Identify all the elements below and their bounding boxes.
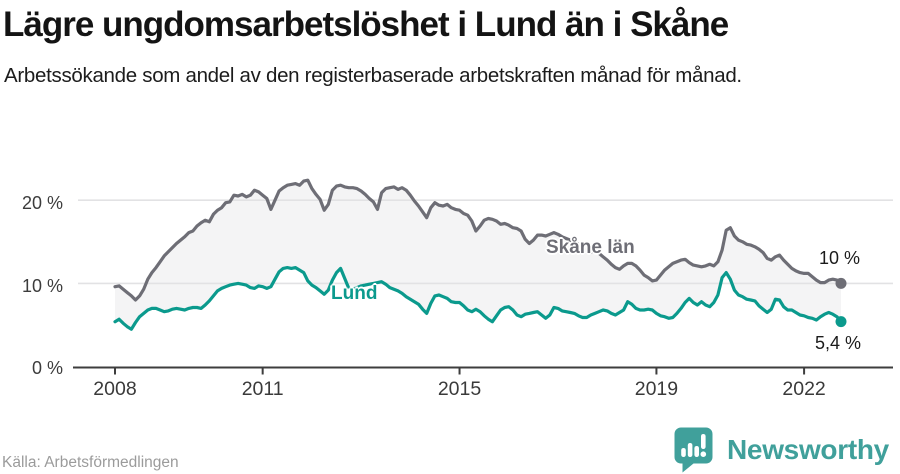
series-end-dot-lund [835, 316, 847, 328]
page-title: Lägre ungdomsarbetslöshet i Lund än i Sk… [3, 5, 729, 44]
series-label-lund: Lund [331, 283, 378, 304]
series-line-skane [113, 178, 843, 302]
newsworthy-logo-text: Newsworthy [727, 433, 889, 465]
end-value-label-lund: 5,4 % [815, 333, 862, 353]
x-tick-label-2022: 2022 [782, 378, 826, 400]
end-value-label-skane: 10 % [819, 248, 861, 268]
series-end-dot-skane [835, 277, 847, 289]
y-tick-label-0: 0 % [31, 358, 63, 378]
series-band-fill [115, 180, 841, 330]
newsworthy-logo-icon [674, 427, 713, 473]
x-tick-label-2011: 2011 [241, 378, 284, 400]
x-tick-label-2019: 2019 [634, 378, 679, 400]
y-tick-label-10: 10 % [21, 276, 63, 296]
x-tick-label-2008: 2008 [93, 378, 137, 400]
source-note: Källa: Arbetsförmedlingen [2, 454, 179, 471]
x-tick-label-2015: 2015 [437, 378, 482, 400]
series-label-skane: Skåne län [546, 237, 635, 258]
chart-subtitle: Arbetssökande som andel av den registerb… [4, 64, 742, 87]
y-tick-label-20: 20 % [21, 193, 63, 213]
series-line-lund [113, 266, 843, 331]
newsworthy-logo[interactable]: Newsworthy [673, 426, 889, 473]
